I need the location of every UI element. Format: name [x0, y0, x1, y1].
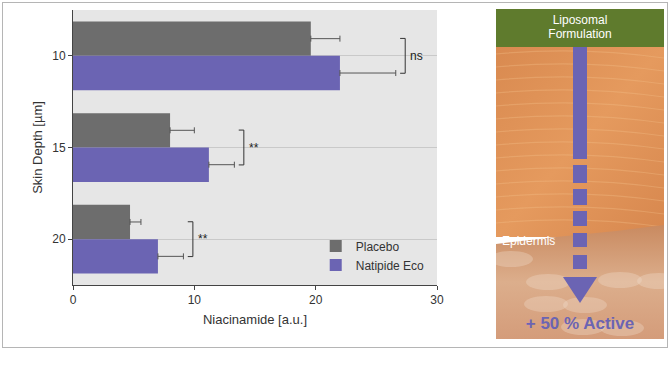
svg-text:Epidermis: Epidermis — [502, 234, 555, 248]
svg-text:+ 50 % Active: + 50 % Active — [526, 314, 635, 333]
svg-text:**: ** — [249, 141, 259, 155]
svg-text:LiposomalFormulation: LiposomalFormulation — [548, 13, 611, 41]
svg-text:Niacinamide [a.u.]: Niacinamide [a.u.] — [203, 312, 307, 327]
svg-text:Placebo: Placebo — [356, 240, 400, 254]
svg-text:30: 30 — [430, 293, 444, 307]
svg-text:15: 15 — [52, 141, 66, 155]
svg-text:20: 20 — [52, 232, 66, 246]
svg-text:10: 10 — [52, 49, 66, 63]
svg-text:0: 0 — [70, 293, 77, 307]
svg-text:Natipide Eco: Natipide Eco — [356, 259, 424, 273]
svg-text:10: 10 — [188, 293, 202, 307]
svg-text:**: ** — [198, 232, 208, 246]
svg-text:20: 20 — [309, 293, 323, 307]
svg-text:Skin Depth [µm]: Skin Depth [µm] — [30, 101, 45, 194]
svg-text:ns: ns — [410, 49, 423, 63]
